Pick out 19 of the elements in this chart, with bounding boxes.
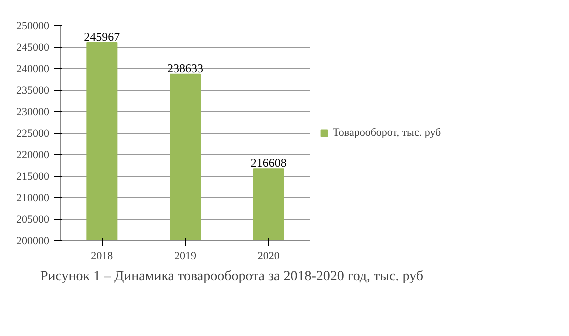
y-tick-label: 200000	[16, 236, 50, 248]
data-label: 245967	[84, 30, 120, 44]
data-label: 238633	[168, 61, 204, 76]
y-tick-label: 230000	[16, 106, 50, 118]
y-tick-label: 240000	[16, 64, 50, 76]
y-tick-label: 220000	[16, 150, 50, 162]
y-tick-label: 225000	[16, 128, 50, 140]
y-tick-label: 210000	[16, 192, 50, 204]
y-tick-label: 205000	[16, 214, 50, 226]
x-tick-label: 2020	[258, 250, 280, 262]
y-tick-label: 215000	[16, 171, 50, 183]
y-tick-label: 235000	[16, 85, 50, 97]
y-tick-label: 245000	[16, 42, 50, 54]
y-tick-label: 250000	[16, 20, 50, 32]
data-label: 216608	[250, 156, 287, 170]
legend-label: Товарооборот, тыс. руб	[333, 126, 442, 138]
x-tick-label: 2018	[91, 250, 114, 262]
text: Рисунок 1 – Динамика товарооборота за 2018-2020 год, тыс. руб	[40, 270, 424, 284]
x-tick-label: 2019	[174, 250, 197, 262]
